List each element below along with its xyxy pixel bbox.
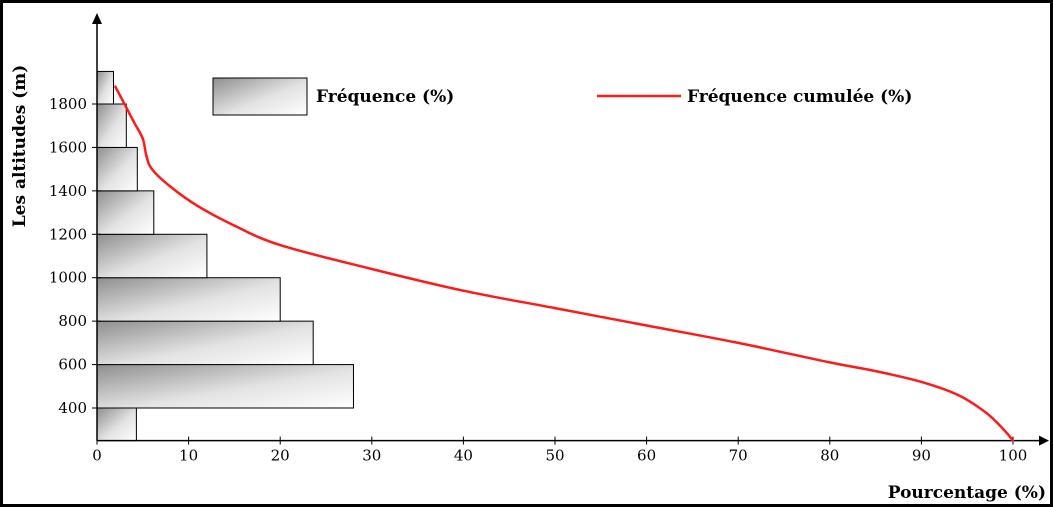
histogram-bar-3 bbox=[96, 277, 281, 322]
x-tick-label-7: 70 bbox=[729, 447, 748, 465]
cumulative-point-19 bbox=[132, 120, 135, 123]
cumulative-point-0 bbox=[1011, 439, 1015, 442]
x-tick-label-6: 60 bbox=[637, 447, 656, 465]
histogram-bar-4 bbox=[96, 233, 208, 279]
cumulative-point-3 bbox=[956, 393, 960, 397]
cumulative-point-6 bbox=[828, 361, 831, 364]
cumulative-point-1 bbox=[1002, 428, 1006, 431]
ticks-layer: 0 10 20 30 40 50 60 70 80 90 100 400 600 800 1000 1200 1… bbox=[49, 95, 1028, 465]
x-axis-title: Pourcentage (%) bbox=[888, 483, 1046, 503]
x-tick-label-1: 10 bbox=[179, 447, 198, 465]
cumulative-point-16 bbox=[150, 167, 154, 171]
histogram-bar-1 bbox=[96, 364, 354, 409]
cumulative-point-8 bbox=[645, 324, 648, 327]
axes-layer bbox=[92, 13, 1049, 446]
histogram-bar-7 bbox=[96, 103, 127, 148]
legend-bar-label: Fréquence (%) bbox=[316, 87, 454, 107]
cumulative-point-14 bbox=[196, 204, 199, 208]
x-tick-label-3: 30 bbox=[362, 447, 381, 465]
cumulative-point-4 bbox=[920, 380, 923, 384]
cumulative-point-10 bbox=[462, 289, 465, 292]
legend-bar-swatch bbox=[212, 77, 308, 116]
x-tick-label-4: 40 bbox=[454, 447, 473, 465]
x-tick-label-8: 80 bbox=[820, 447, 839, 465]
cumulative-point-12 bbox=[279, 243, 282, 247]
x-tick-label-2: 20 bbox=[271, 447, 290, 465]
y-tick-label-0: 400 bbox=[58, 399, 87, 417]
x-tick-label-0: 0 bbox=[92, 447, 102, 465]
cumulative-point-13 bbox=[233, 224, 236, 227]
histogram-bar-5 bbox=[96, 190, 155, 235]
cumulative-point-5 bbox=[874, 369, 877, 373]
cumulative-point-18 bbox=[141, 137, 144, 140]
y-tick-label-1: 600 bbox=[58, 356, 87, 374]
legend-line-label: Fréquence cumulée (%) bbox=[687, 87, 912, 107]
x-tick-label-10: 100 bbox=[999, 447, 1028, 465]
x-tick-label-9: 90 bbox=[912, 447, 931, 465]
cumulative-point-20 bbox=[114, 85, 117, 88]
y-tick-label-3: 1000 bbox=[49, 269, 87, 287]
cumulative-point-17 bbox=[145, 154, 148, 158]
cumulative-point-9 bbox=[553, 306, 557, 310]
cumulative-point-11 bbox=[370, 267, 373, 271]
cumulative-point-15 bbox=[169, 185, 172, 188]
y-tick-label-6: 1600 bbox=[49, 138, 87, 156]
y-tick-label-4: 1200 bbox=[49, 225, 87, 243]
x-axis-arrow bbox=[1039, 435, 1049, 446]
y-tick-label-2: 800 bbox=[58, 312, 87, 330]
y-tick-label-7: 1800 bbox=[49, 95, 87, 113]
histogram-bar-8 bbox=[96, 70, 114, 105]
legend: Fréquence (%) Fréquence cumulée (%) bbox=[212, 77, 912, 116]
histogram-bar-0 bbox=[96, 407, 137, 442]
y-tick-label-5: 1400 bbox=[49, 182, 87, 200]
cumulative-point-7 bbox=[737, 341, 740, 345]
bars-layer bbox=[96, 70, 354, 442]
histogram-bar-6 bbox=[96, 146, 138, 192]
curve-layer bbox=[114, 85, 1015, 442]
y-axis-arrow bbox=[92, 13, 102, 24]
chart-svg: 0 10 20 30 40 50 60 70 80 90 100 400 600 800 1000 1200 1… bbox=[10, 13, 1049, 503]
y-axis-title: Les altitudes (m) bbox=[10, 65, 30, 228]
x-tick-label-5: 50 bbox=[545, 447, 564, 465]
cumulative-point-2 bbox=[984, 411, 987, 414]
cumulative-frequency-line bbox=[114, 86, 1014, 442]
histogram-bar-2 bbox=[96, 320, 314, 366]
